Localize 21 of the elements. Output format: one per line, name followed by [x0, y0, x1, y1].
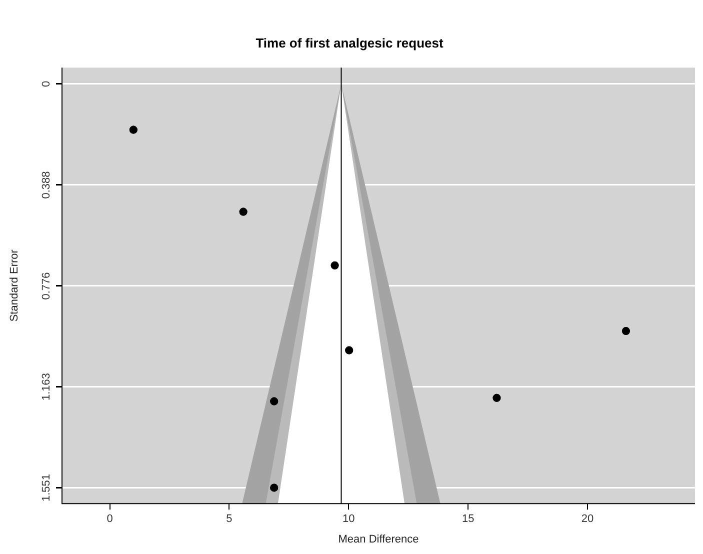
point: [330, 261, 339, 270]
y-tick-label: 0.776: [40, 272, 53, 300]
x-tick-label: 10: [342, 513, 355, 526]
point: [270, 397, 278, 406]
point: [129, 126, 138, 134]
point: [492, 394, 501, 402]
point: [239, 208, 248, 216]
chart-title: Time of first analgesic request: [256, 35, 444, 50]
x-tick-label: 15: [462, 513, 474, 526]
y-tick-label: 1.163: [40, 372, 53, 400]
point: [622, 327, 630, 336]
y-tick-label: 0: [40, 80, 53, 88]
y-axis-title: Standard Error: [8, 249, 21, 322]
y-tick-label: 1.551: [40, 474, 53, 502]
point: [345, 346, 354, 354]
x-tick-label: 0: [106, 513, 113, 526]
point: [270, 484, 278, 492]
x-axis-title: Mean Difference: [338, 533, 419, 546]
x-tick-label: 20: [581, 513, 594, 526]
y-tick-label: 0.388: [40, 171, 53, 199]
x-tick-label: 5: [226, 513, 232, 526]
